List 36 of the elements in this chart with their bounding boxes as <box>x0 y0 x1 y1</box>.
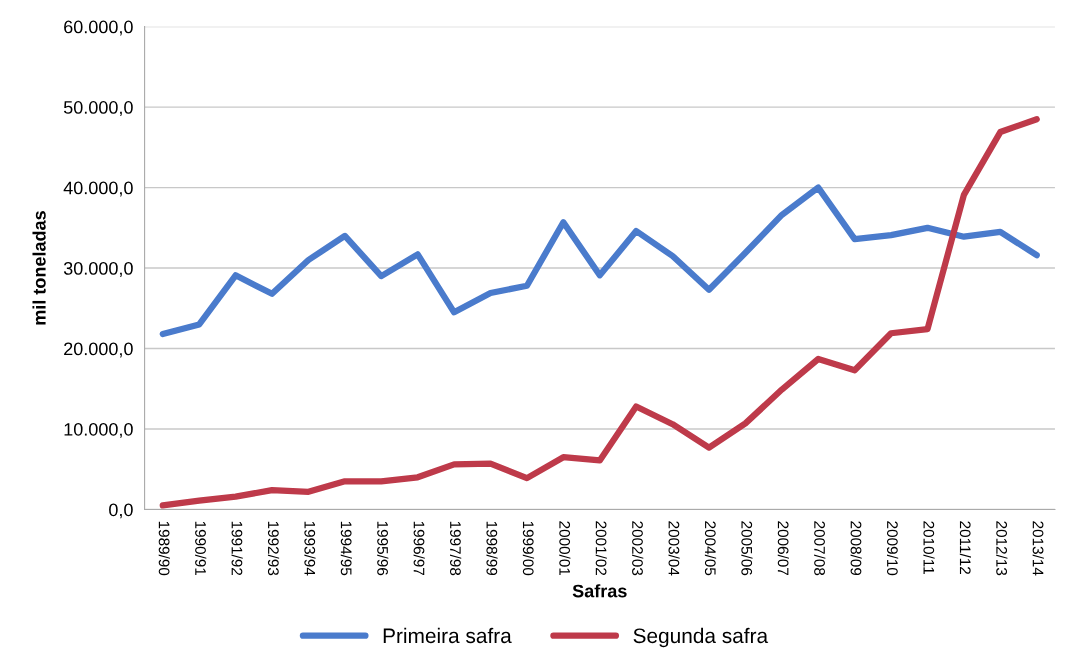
x-tick-label: 1990/91 <box>195 521 207 576</box>
x-tick-label: 1997/98 <box>450 521 462 576</box>
x-tick-label: 2012/13 <box>996 521 1008 576</box>
x-tick-label: 2003/04 <box>668 521 680 576</box>
x-tick-label: 1994/95 <box>340 521 352 576</box>
x-tick-label: 1999/00 <box>522 521 535 576</box>
x-tick-label: 1989/90 <box>158 521 170 576</box>
x-tick-label: 1996/97 <box>413 521 425 576</box>
x-tick-label: 2011/12 <box>959 521 972 574</box>
x-tick-label: 2009/10 <box>886 521 899 576</box>
x-tick-label: 1993/94 <box>304 521 316 576</box>
x-tick-label: 1995/96 <box>377 521 389 576</box>
x-tick-label: 1991/92 <box>231 521 243 576</box>
legend-label: Segunda safra <box>633 627 769 648</box>
x-axis-title: Safras <box>572 584 627 598</box>
x-tick-label: 2010/11 <box>923 521 935 574</box>
y-tick-label: 40.000,0 <box>63 181 133 197</box>
x-tick-label: 2002/03 <box>632 521 644 576</box>
legend-label: Primeira safra <box>383 627 512 644</box>
y-tick-label: 10.000,0 <box>64 422 133 438</box>
x-tick-label: 2007/08 <box>814 521 826 576</box>
x-tick-label: 2008/09 <box>850 521 862 576</box>
x-tick-label: 2000/01 <box>559 521 571 576</box>
y-tick-label: 30.000,0 <box>63 262 133 277</box>
y-axis-title: mil toneladas <box>32 211 46 325</box>
x-tick-label: 2001/02 <box>595 521 607 576</box>
x-tick-label: 2005/06 <box>741 521 753 576</box>
y-tick-label: 50.000,0 <box>63 101 133 116</box>
y-tick-label: 0,0 <box>109 503 133 519</box>
x-tick-label: 2004/05 <box>704 521 717 576</box>
x-tick-label: 2006/07 <box>777 521 789 576</box>
y-tick-label: 60.000,0 <box>64 20 133 36</box>
x-tick-label: 2013/14 <box>1032 521 1044 576</box>
x-tick-label: 1998/99 <box>486 521 498 576</box>
x-tick-label: 1992/93 <box>267 521 280 576</box>
y-tick-label: 20.000,0 <box>64 342 133 358</box>
